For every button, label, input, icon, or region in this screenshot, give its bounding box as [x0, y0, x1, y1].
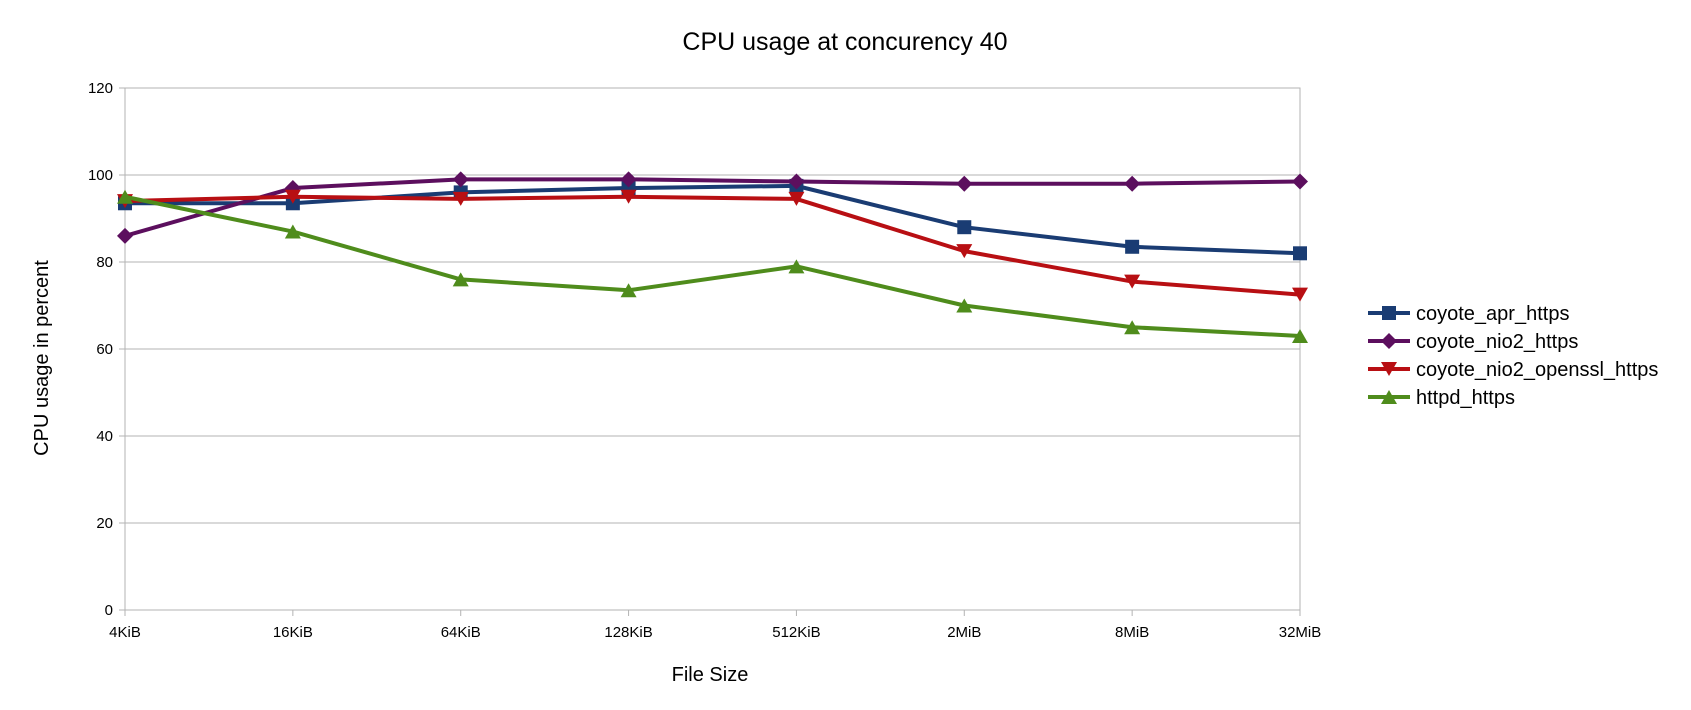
- data-point-marker: [284, 224, 301, 239]
- data-point-marker: [1124, 175, 1141, 192]
- legend-label: coyote_nio2_openssl_https: [1416, 359, 1658, 381]
- x-tick-label: 512KiB: [772, 624, 820, 641]
- data-point-marker: [788, 191, 805, 206]
- y-tick-label: 80: [96, 254, 113, 271]
- legend-entry: coyote_apr_https: [1368, 303, 1569, 325]
- data-point-marker: [620, 283, 637, 298]
- series-line: [124, 177, 1301, 238]
- legend-marker: [1381, 390, 1397, 404]
- x-tick-label: 128KiB: [604, 624, 652, 641]
- data-point-marker: [1292, 287, 1308, 302]
- gridlines: [125, 87, 1300, 611]
- y-tick-label: 120: [88, 80, 113, 97]
- series-coyote_nio2_openssl_https: [117, 189, 1308, 302]
- data-point-marker: [956, 298, 973, 313]
- x-tick-label: 4KiB: [109, 624, 141, 641]
- data-point-marker: [1292, 173, 1308, 190]
- legend-label: coyote_nio2_https: [1416, 331, 1578, 353]
- legend-marker: [1381, 333, 1397, 349]
- legend: coyote_apr_https coyote_nio2_https coyote_…: [1368, 303, 1658, 409]
- legend-marker: [1381, 362, 1397, 376]
- plot-area-frame: [124, 87, 1301, 611]
- chart-title: CPU usage at concurency 40: [682, 28, 1007, 56]
- x-tick-label: 16KiB: [273, 624, 313, 641]
- x-tick-label: 8MiB: [1115, 624, 1149, 641]
- x-axis-title: File Size: [672, 664, 749, 686]
- data-point-marker: [788, 173, 805, 190]
- series-httpd_https: [117, 189, 1308, 343]
- series-line: [124, 194, 1301, 338]
- x-tick-label: 2MiB: [947, 624, 981, 641]
- data-point-marker: [284, 189, 301, 204]
- data-point-marker: [620, 189, 637, 204]
- series-line: [124, 194, 1301, 297]
- data-point-marker: [452, 191, 469, 206]
- legend-marker: [1382, 306, 1396, 320]
- data-point-marker: [1292, 328, 1308, 343]
- x-tick-label: 32MiB: [1279, 624, 1322, 641]
- data-point-marker: [117, 189, 133, 204]
- data-point-marker: [620, 171, 637, 188]
- data-point-marker: [1293, 246, 1307, 261]
- data-point-marker: [452, 171, 469, 188]
- data-point-marker: [1124, 320, 1141, 335]
- series-coyote_nio2_https: [117, 171, 1308, 244]
- y-tick-label: 40: [96, 428, 113, 445]
- legend-label: httpd_https: [1416, 387, 1515, 409]
- y-tick-label: 100: [88, 167, 113, 184]
- y-tick-label: 60: [96, 341, 113, 358]
- legend-entry: httpd_https: [1368, 387, 1515, 409]
- data-point-marker: [956, 175, 973, 192]
- data-point-marker: [957, 220, 972, 235]
- legend-entry: coyote_nio2_https: [1368, 331, 1578, 353]
- data-point-marker: [117, 227, 133, 244]
- y-tick-label: 20: [96, 515, 113, 532]
- data-point-marker: [452, 272, 469, 287]
- series-lines: [117, 171, 1308, 343]
- y-tick-label: 0: [105, 602, 113, 619]
- series-line: [125, 183, 1301, 256]
- data-point-marker: [1125, 239, 1140, 254]
- x-tick-label: 64KiB: [441, 624, 481, 641]
- legend-entry: coyote_nio2_openssl_https: [1368, 359, 1658, 381]
- data-point-marker: [1124, 274, 1141, 289]
- data-point-marker: [956, 244, 973, 259]
- axes: 0 20 40 60 80 100 120 4KiB 16KiB 64KiB 128KiB 512Ki…: [88, 80, 1321, 641]
- data-point-marker: [788, 259, 805, 274]
- legend-label: coyote_apr_https: [1416, 303, 1569, 325]
- y-axis-title: CPU usage in percent: [31, 260, 53, 456]
